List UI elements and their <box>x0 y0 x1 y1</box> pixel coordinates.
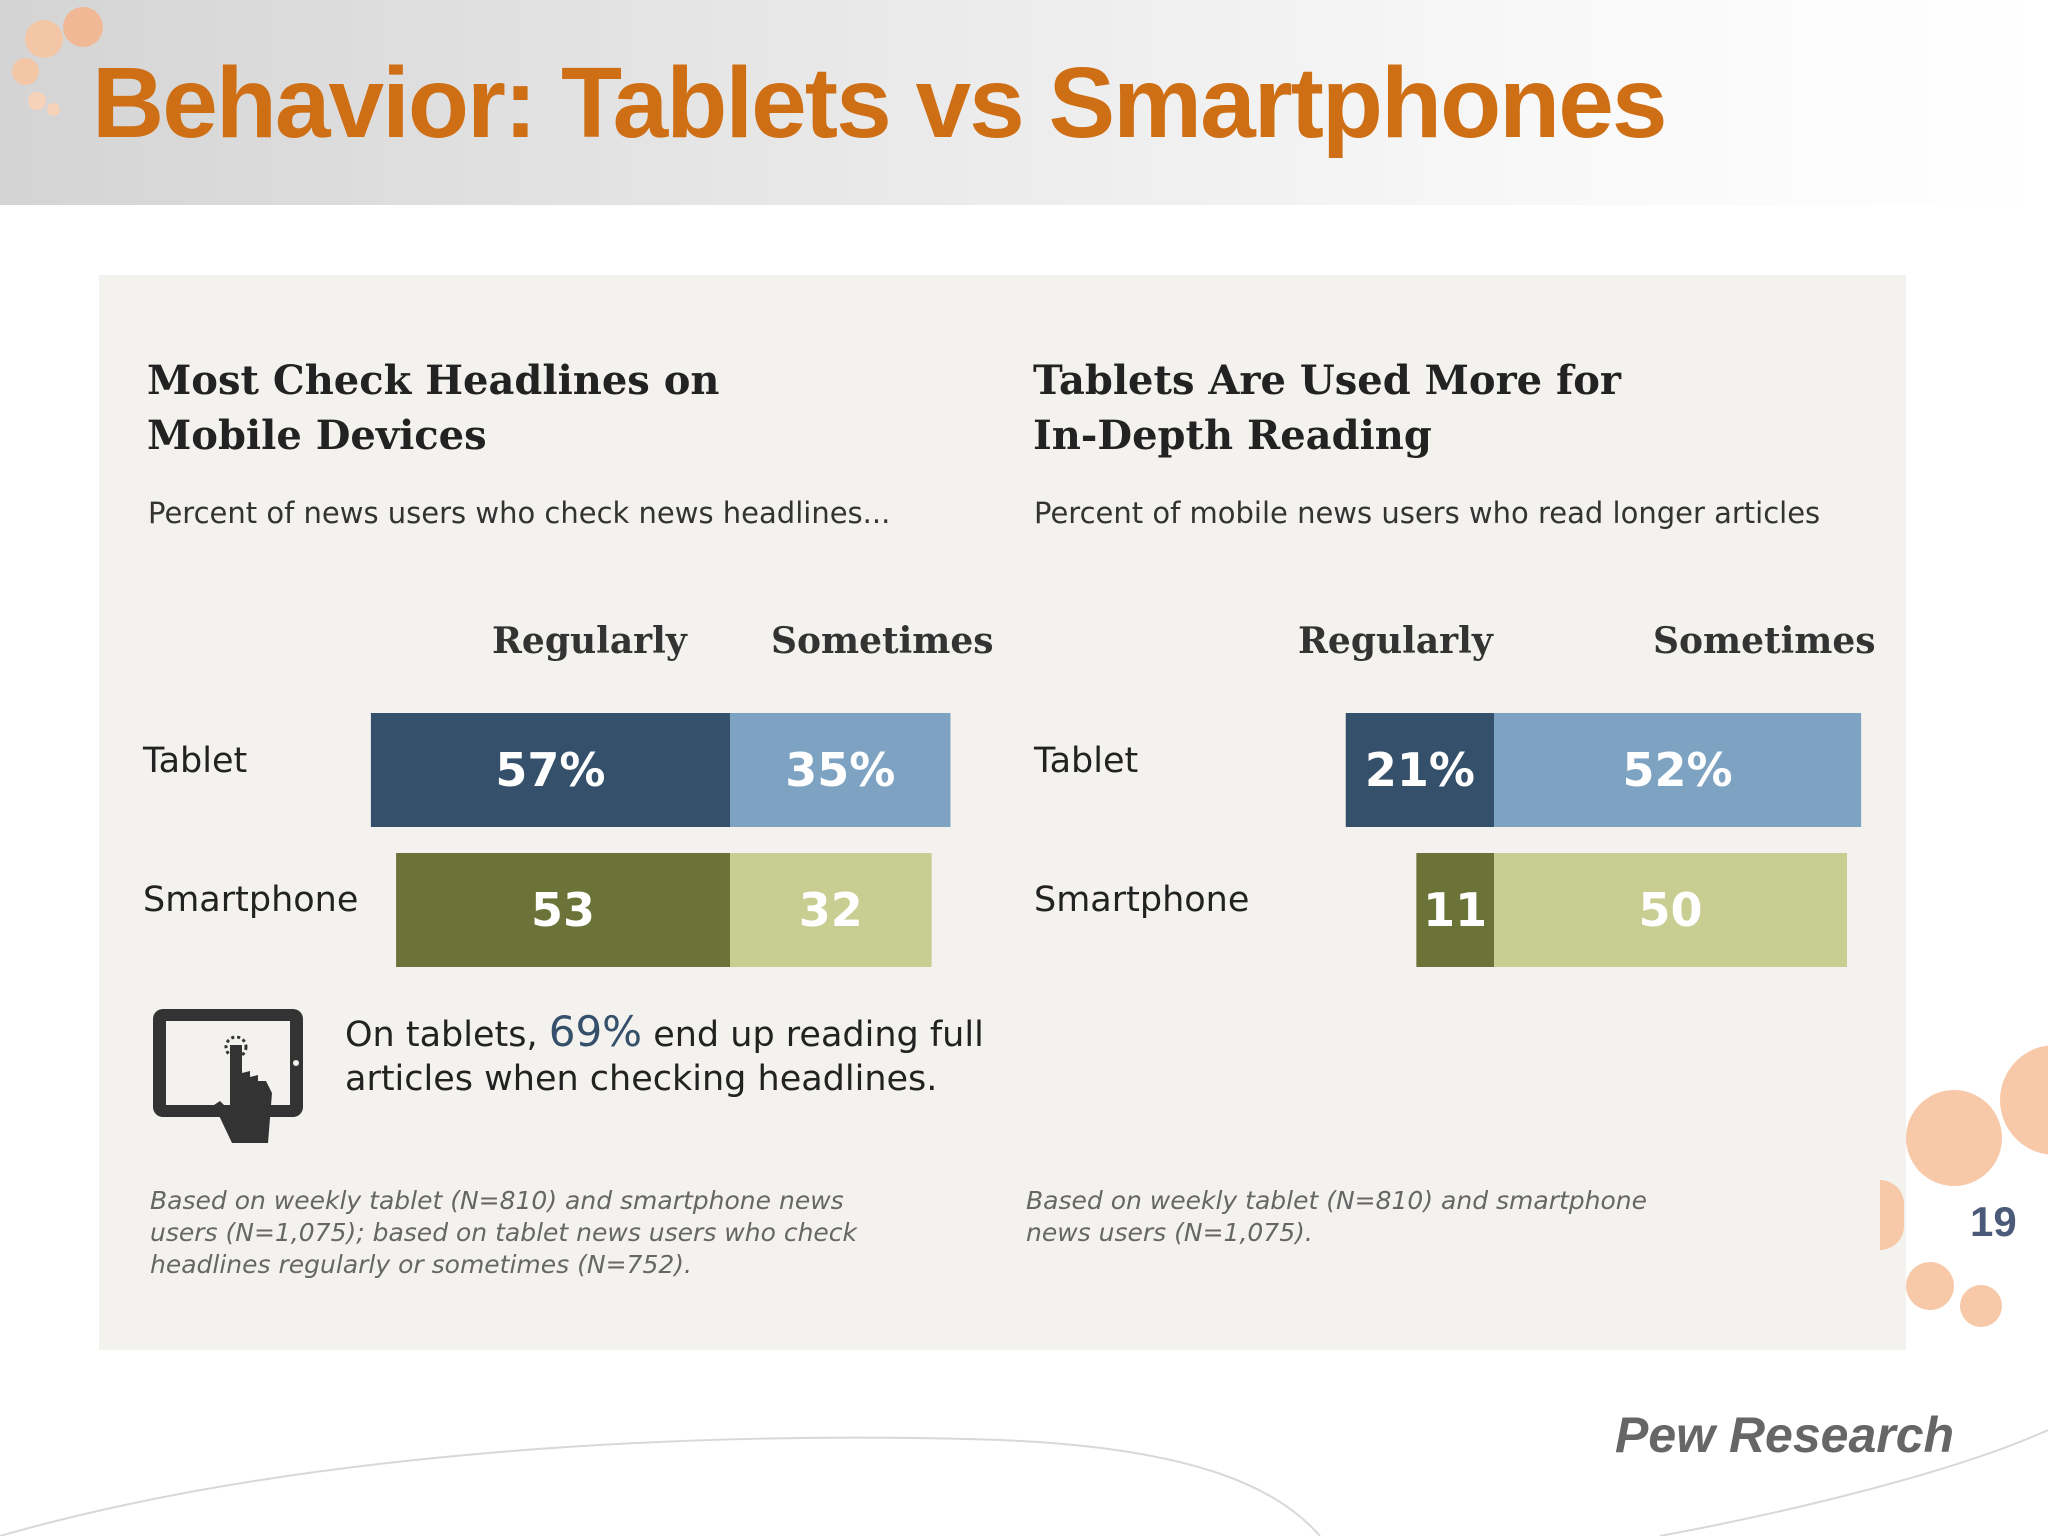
chart-1-bar-label-smartphone-regularly: 53 <box>531 883 595 937</box>
chart-1-footnote: Based on weekly tablet (N=810) and smart… <box>150 1185 857 1281</box>
chart-1-bar-label-tablet-regularly: 57% <box>495 743 605 797</box>
chart-1-footnote-line-2: users (N=1,075); based on tablet news us… <box>150 1218 858 1247</box>
chart-2-bar-label-smartphone-regularly: 11 <box>1423 883 1487 937</box>
chart-1-bar-smartphone-sometimes <box>730 853 932 967</box>
chart-1-row-label-smartphone: Smartphone <box>143 880 359 920</box>
chart-2-footnote-line-2: news users (N=1,075). <box>1026 1218 1313 1247</box>
chart-2-bar-tablet-sometimes <box>1494 713 1862 827</box>
chart-2-bar-smartphone-regularly <box>1416 853 1494 967</box>
chart-2-bar-label-tablet-sometimes: 52% <box>1623 743 1733 797</box>
chart-1-bar-label-smartphone-sometimes: 32 <box>799 883 863 937</box>
chart-1-bar-label-tablet-sometimes: 35% <box>785 743 895 797</box>
tablet-touch-icon <box>153 1009 303 1143</box>
chart-1-legend-sometimes: Sometimes <box>771 620 994 662</box>
chart-2-bar-label-smartphone-sometimes: 50 <box>1638 883 1702 937</box>
chart-1-bar-tablet-sometimes <box>730 713 951 827</box>
chart-1-title-line-2: Mobile Devices <box>147 412 487 459</box>
chart-1-title: Most Check Headlines on Mobile Devices <box>147 353 1007 463</box>
chart-2-title: Tablets Are Used More for In-Depth Readi… <box>1033 353 1893 463</box>
chart-1-bar-smartphone-regularly <box>396 853 730 967</box>
page-number: 19 <box>1970 1198 2017 1245</box>
chart-2-legend-regularly: Regularly <box>1298 620 1493 662</box>
chart-1-title-line-1: Most Check Headlines on <box>147 357 720 404</box>
source-label: Pew Research <box>1615 1407 1955 1463</box>
header-band <box>0 0 2048 205</box>
callout-line-1-suffix: end up reading full <box>642 1015 984 1055</box>
chart-2-bar-smartphone-sometimes <box>1494 853 1847 967</box>
chart-2-legend-sometimes: Sometimes <box>1653 620 1876 662</box>
slide-title: Behavior: Tablets vs Smartphones <box>92 47 1667 159</box>
chart-2-bar-tablet-regularly <box>1345 713 1494 827</box>
chart-2-title-line-1: Tablets Are Used More for <box>1033 357 1621 404</box>
chart-2-row-label-tablet: Tablet <box>1034 741 1139 781</box>
callout-prefix: On tablets, <box>345 1015 549 1055</box>
chart-1-legend-regularly: Regularly <box>492 620 687 662</box>
callout-value: 69% <box>548 1007 643 1056</box>
chart-2-footnote-line-1: Based on weekly tablet (N=810) and smart… <box>1026 1186 1648 1215</box>
chart-1-footnote-line-1: Based on weekly tablet (N=810) and smart… <box>150 1186 844 1215</box>
chart-1-bar-tablet-regularly <box>370 713 730 827</box>
chart-1-footnote-line-3: headlines regularly or sometimes (N=752)… <box>150 1250 692 1279</box>
chart-2-footnote: Based on weekly tablet (N=810) and smart… <box>1026 1185 1647 1249</box>
chart-2-row-label-smartphone: Smartphone <box>1034 880 1250 920</box>
footer-swoosh <box>0 1429 2048 1536</box>
chart-1-row-label-tablet: Tablet <box>143 741 248 781</box>
chart-2-bar-label-tablet-regularly: 21% <box>1365 743 1475 797</box>
callout-text: On tablets, 69% end up reading full arti… <box>345 1010 984 1101</box>
callout-line-2: articles when checking headlines. <box>345 1059 938 1099</box>
chart-2-title-line-2: In-Depth Reading <box>1033 412 1432 459</box>
chart-1-subtitle: Percent of news users who check news hea… <box>148 496 891 530</box>
chart-2-subtitle: Percent of mobile news users who read lo… <box>1034 496 1821 530</box>
